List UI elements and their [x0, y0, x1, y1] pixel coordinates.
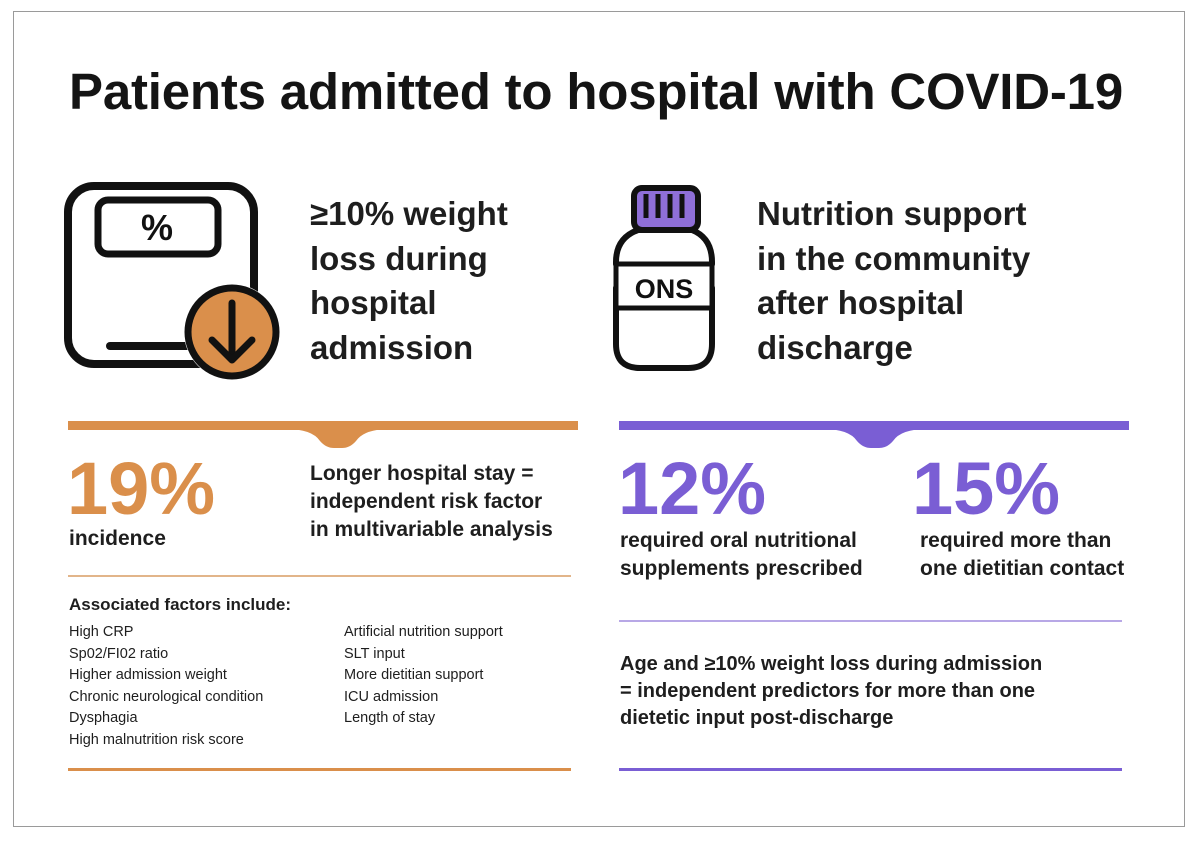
factors-heading: Associated factors include: [69, 595, 292, 614]
bottle-label-text: ONS [635, 274, 694, 304]
left-heading-line: admission [310, 328, 474, 366]
left-section-divider [68, 421, 578, 448]
risk-note-line: Longer hospital stay = [310, 462, 534, 485]
risk-note-line: in multivariable analysis [310, 518, 553, 541]
risk-note-line: independent risk factor [310, 490, 543, 513]
infographic-frame [13, 11, 1185, 827]
left-heading: ≥10% weight loss during hospital admissi… [310, 192, 508, 370]
factor-item: Artificial nutrition support [344, 624, 503, 640]
dietitian-label-line: one dietitian contact [920, 557, 1125, 580]
right-heading-line: Nutrition support [757, 195, 1027, 232]
right-bottom-divider [619, 768, 1122, 771]
dietitian-stat-value: 15% [912, 447, 1061, 530]
predictors-note: Age and ≥10% weight loss during admissio… [620, 651, 1042, 732]
left-thin-divider [68, 575, 571, 577]
risk-factor-note: Longer hospital stay = independent risk … [310, 460, 553, 544]
page-title: Patients admitted to hospital with COVID… [69, 63, 1124, 120]
factor-item: Chronic neurological condition [69, 688, 264, 705]
ons-label-line: supplements prescribed [620, 557, 863, 580]
right-heading-line: discharge [757, 328, 913, 366]
predictor-line: Age and ≥10% weight loss during admissio… [620, 653, 1043, 675]
factors-list-col2: Artificial nutrition support SLT input M… [344, 622, 503, 730]
incidence-stat-value: 19% [67, 447, 216, 530]
ons-label-line: required oral nutritional [620, 529, 857, 552]
ons-stat-value: 12% [618, 447, 767, 530]
left-heading-line: ≥10% weight [310, 195, 508, 232]
factor-item: Sp02/FI02 ratio [69, 645, 169, 662]
factor-item: More dietitian support [344, 667, 484, 683]
right-heading-line: after hospital [757, 284, 965, 321]
ons-stat-label: required oral nutritional supplements pr… [620, 527, 863, 583]
right-heading: Nutrition support in the community after… [757, 192, 1030, 370]
factor-item: ICU admission [344, 688, 439, 705]
factor-item: Higher admission weight [69, 667, 227, 683]
left-heading-line: loss during [310, 239, 488, 277]
right-thin-divider [619, 620, 1122, 622]
scale-percent-symbol: % [141, 207, 173, 248]
weighing-scale-down-arrow-icon: % [64, 182, 280, 380]
factor-item: Length of stay [344, 710, 436, 726]
factors-list-col1: High CRP Sp02/FI02 ratio Higher admissio… [69, 622, 263, 751]
right-section-divider [619, 421, 1129, 448]
supplement-bottle-icon: ONS [613, 185, 715, 371]
right-heading-line: in the community [757, 239, 1031, 277]
incidence-stat-label: incidence [69, 527, 166, 550]
predictor-line: dietetic input post-discharge [620, 707, 894, 729]
left-heading-line: hospital [310, 284, 437, 321]
dietitian-stat-label: required more than one dietitian contact [920, 527, 1124, 583]
factor-item: Dysphagia [69, 710, 138, 726]
factor-item: High CRP [69, 624, 134, 640]
predictor-line: = independent predictors for more than o… [620, 680, 1036, 702]
dietitian-label-line: required more than [920, 529, 1112, 552]
factor-item: High malnutrition risk score [69, 731, 244, 748]
left-bottom-divider [68, 768, 571, 771]
factor-item: SLT input [344, 645, 405, 662]
